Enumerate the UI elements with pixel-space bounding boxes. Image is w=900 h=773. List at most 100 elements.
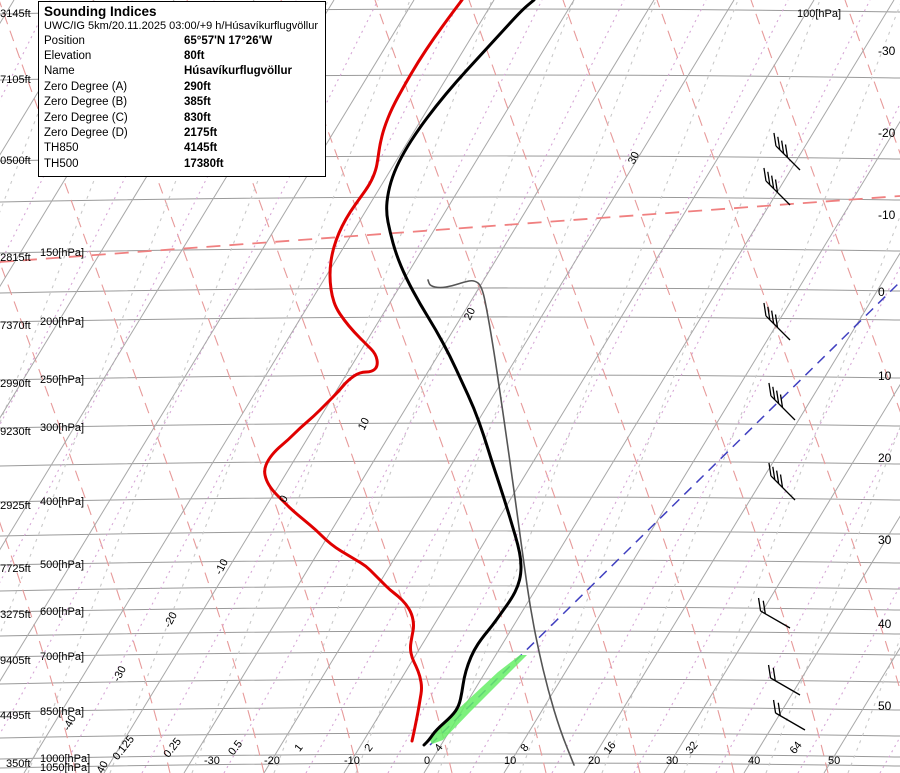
pressure-label: 250[hPa] [40, 374, 85, 386]
barb-tick [757, 597, 762, 612]
indices-row-key: Elevation [44, 49, 92, 62]
pressure-label: 850[hPa] [40, 706, 85, 718]
isobar [0, 496, 900, 503]
dry-adiabat [280, 0, 547, 773]
wind-barb [767, 664, 801, 696]
isotherm [0, 0, 415, 682]
barb-staff [770, 677, 801, 696]
mixing-ratio-line [519, 0, 821, 773]
dry-adiabat [0, 261, 171, 773]
indices-row-value: 80ft [184, 49, 205, 62]
right-temp-label: 20 [878, 451, 892, 465]
moist-adiabat [59, 0, 461, 773]
dry-adiabat [374, 0, 641, 773]
barb-tick [768, 462, 772, 477]
mixing-ratio-line [273, 0, 575, 773]
indices-row-value: 830ft [184, 111, 211, 124]
sounding-indices-box: Sounding Indices UWC/IG 5km/20.11.2025 0… [38, 1, 326, 178]
isobar [0, 678, 900, 685]
indices-row-value: 385ft [184, 96, 211, 109]
barb-staff [760, 610, 791, 629]
barb-tick [768, 382, 772, 397]
right-temp-label: 30 [878, 533, 892, 547]
barb-staff [765, 180, 791, 206]
isobar [0, 706, 900, 713]
right-temp-label: 0 [878, 285, 885, 299]
isotherm [503, 120, 900, 773]
moist-adiabat [469, 0, 871, 773]
mixing-ratio-line [765, 426, 900, 773]
isotherm [423, 0, 895, 773]
wind-barb [757, 597, 791, 629]
bottom-temp-label: -30 [204, 755, 220, 767]
right-temp-label: 50 [878, 699, 892, 713]
isobar [0, 196, 900, 203]
cape-shading [430, 655, 527, 744]
dry-adiabat [562, 0, 829, 773]
wind-barb [773, 132, 801, 171]
pressure-label: 400[hPa] [40, 496, 85, 508]
indices-row-value: Húsavíkurflugvöllur [184, 65, 292, 78]
barb-tick [771, 175, 775, 189]
barb-tick [771, 310, 775, 324]
bottom-temp-label: -20 [264, 755, 280, 767]
altitude-label: 32990ft [0, 378, 31, 390]
bottom-temp-label: -10 [344, 755, 360, 767]
barb-tick [784, 144, 789, 158]
altitude-label: 37370ft [0, 320, 31, 332]
isobar [0, 460, 900, 467]
isobar [0, 732, 900, 739]
pressure-label: 500[hPa] [40, 559, 85, 571]
barb-tick [774, 314, 779, 328]
moist-adiabat [223, 0, 625, 773]
wind-barb [763, 167, 791, 206]
isobar [0, 247, 900, 254]
barb-tick [763, 302, 767, 317]
barb-tick [767, 664, 772, 679]
altitude-label: 29230ft [0, 426, 31, 438]
moist-adiabat [551, 102, 900, 773]
wind-barb [763, 302, 791, 341]
moist-adiabat [633, 265, 900, 773]
bottom-temp-label: 0 [424, 755, 431, 767]
isobar [0, 422, 900, 429]
barb-tick [779, 394, 784, 408]
moist-adiabat [141, 0, 543, 773]
dry-adiabat [0, 521, 77, 773]
indices-row: TH500 17380ft [44, 157, 321, 172]
barb-tick [781, 140, 785, 154]
barb-tick [774, 179, 779, 193]
barb-staff [770, 475, 796, 501]
indices-row-key: TH850 [44, 142, 79, 155]
pressure-label: 150[hPa] [40, 247, 85, 259]
dry-adiabat [750, 0, 900, 413]
freezing-level-dashed-line [0, 195, 900, 263]
altitude-label: 50500ft [0, 155, 31, 167]
indices-row-key: Zero Degree (A) [44, 80, 128, 93]
barb-staff [770, 395, 796, 421]
mixing-ratio-line [355, 0, 657, 773]
dry-adiabat [468, 0, 735, 773]
pressure-label: 300[hPa] [40, 422, 85, 434]
indices-row-value: 2175ft [184, 126, 218, 139]
dry-adiabat [656, 0, 900, 692]
moist-adiabat [305, 0, 707, 773]
profile-curve-temperature [385, 0, 536, 747]
indices-row: Elevation 80ft [44, 49, 321, 64]
isotherm [0, 0, 95, 156]
pressure-label: 200[hPa] [40, 316, 85, 328]
isotherm [343, 0, 815, 773]
barb-tick [777, 702, 781, 716]
mixing-ratio-line [601, 3, 900, 773]
pressure-label: 1000[hPa] [40, 753, 91, 765]
profile-curve-parcel [427, 279, 575, 766]
wind-barb [772, 699, 806, 731]
altitude-label: 13275ft [0, 609, 31, 621]
isotherm [743, 515, 900, 773]
bottom-temp-label: 20 [588, 755, 601, 767]
isobar [0, 530, 900, 537]
barb-tick [767, 306, 771, 320]
